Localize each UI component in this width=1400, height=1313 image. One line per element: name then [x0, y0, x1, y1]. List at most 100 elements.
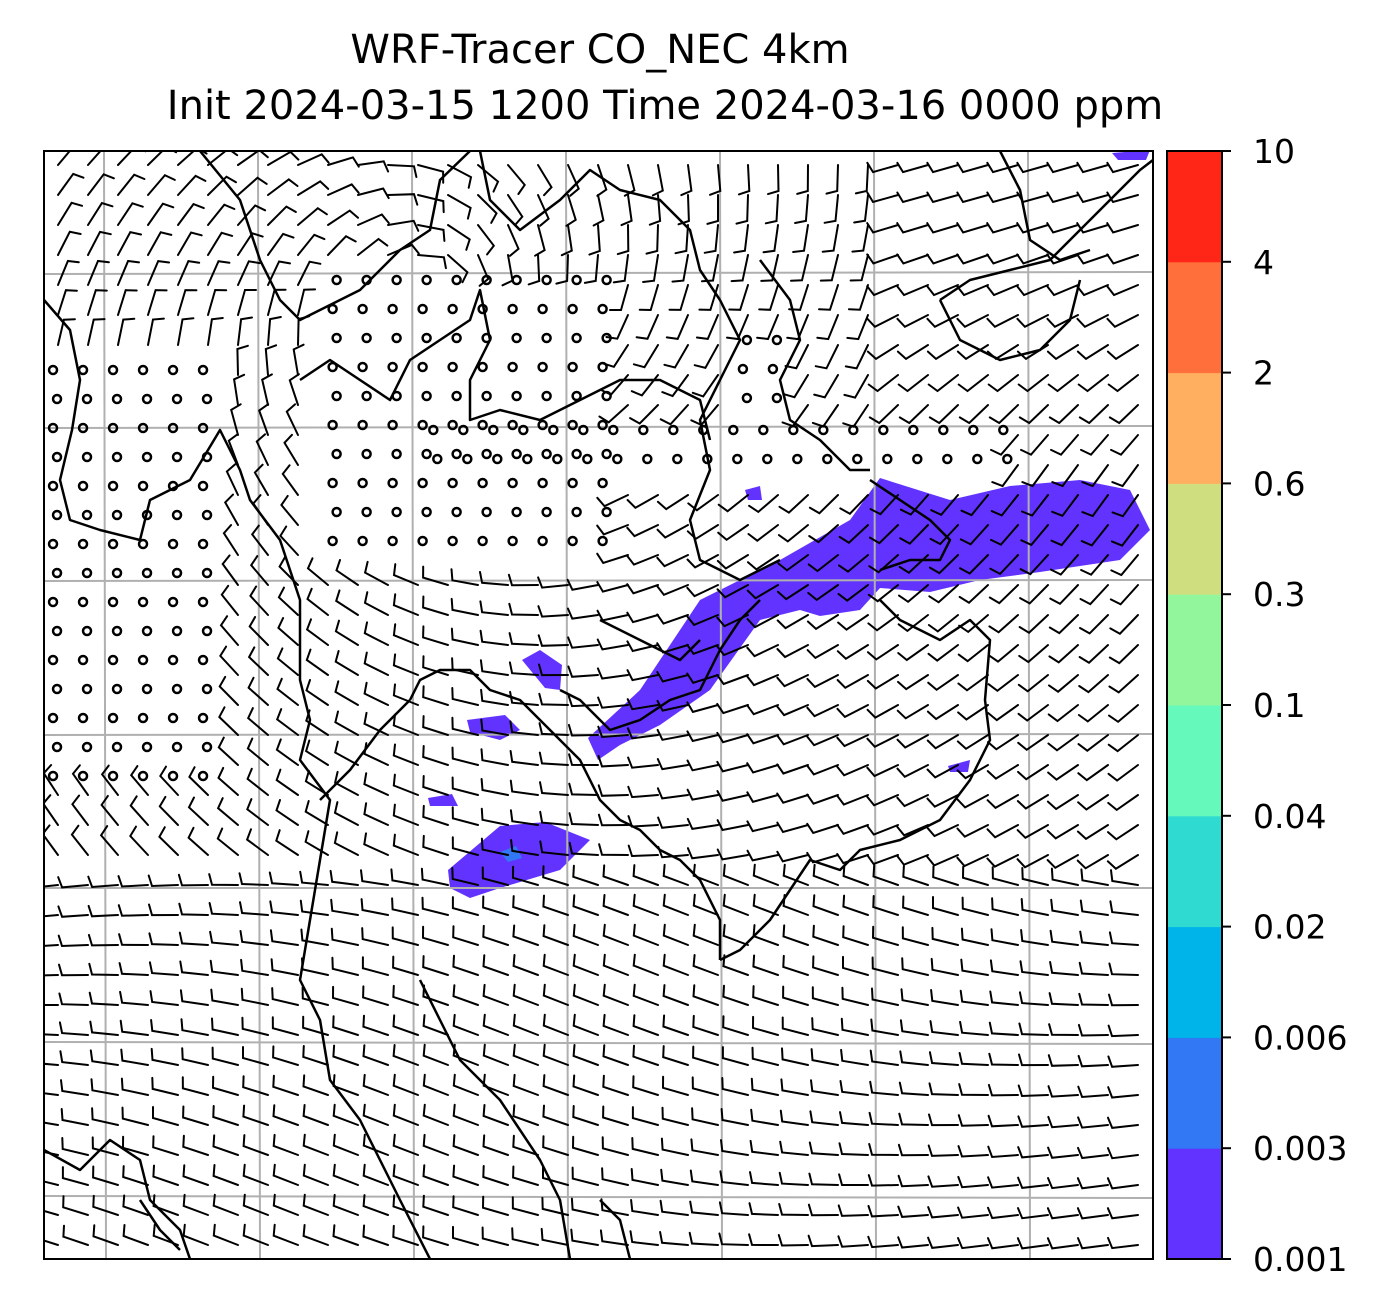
wind-barb	[692, 1014, 719, 1036]
wind-barb	[686, 788, 719, 801]
wind-barb	[237, 289, 257, 316]
wind-barb	[451, 746, 479, 766]
wind-barb	[806, 674, 839, 689]
calm-wind-circle	[201, 683, 213, 695]
wind-barb	[990, 524, 1019, 546]
wind-barb	[927, 644, 959, 662]
wind-barb	[781, 404, 809, 428]
wind-barb	[1078, 404, 1109, 425]
wind-barb	[57, 876, 89, 889]
wind-barb	[276, 677, 299, 706]
wind-barb	[363, 681, 389, 706]
calm-wind-circle	[912, 453, 923, 465]
wind-barb	[452, 1043, 479, 1066]
calm-wind-circle	[477, 361, 488, 373]
wind-barb	[452, 1013, 479, 1036]
wind-barb	[122, 1194, 149, 1216]
wind-barb	[1048, 674, 1079, 693]
wind-barb	[1017, 704, 1049, 722]
calm-wind-circle	[477, 419, 488, 431]
wind-barb	[847, 284, 869, 311]
wind-barb	[926, 854, 959, 867]
wind-barb	[837, 1204, 869, 1217]
wind-barb	[752, 954, 779, 976]
wind-barb	[930, 957, 959, 976]
wind-barb	[480, 688, 509, 706]
calm-wind-circle	[458, 424, 469, 436]
wind-barb	[1076, 314, 1109, 329]
wind-barb	[986, 222, 1019, 234]
wind-barb	[602, 894, 629, 916]
wind-barb	[511, 1196, 539, 1216]
wind-barb	[392, 984, 419, 1006]
calm-wind-circle	[481, 506, 492, 518]
wind-barb	[304, 739, 329, 766]
wind-barb	[812, 924, 839, 946]
wind-barb	[928, 1082, 959, 1096]
wind-barb	[926, 284, 959, 297]
calm-wind-circle	[998, 424, 1009, 436]
wind-barb	[60, 1079, 89, 1096]
wind-barb	[280, 494, 299, 526]
calm-wind-circle	[852, 453, 863, 465]
wind-barb	[851, 224, 869, 253]
wind-barb	[597, 754, 629, 768]
wind-barb	[867, 374, 899, 393]
wind-barb	[898, 584, 929, 604]
wind-barb	[501, 254, 514, 287]
wind-barb	[237, 260, 261, 286]
wind-barb	[987, 704, 1019, 722]
wind-barb	[422, 984, 449, 1006]
wind-barb	[662, 984, 689, 1006]
wind-barb	[147, 231, 173, 256]
wind-barb	[71, 764, 89, 796]
wind-barb	[927, 374, 959, 393]
wind-barb	[721, 1046, 749, 1066]
calm-wind-circle	[387, 535, 398, 547]
wind-barb	[44, 794, 59, 826]
wind-barb	[686, 759, 719, 772]
wind-barb	[511, 865, 539, 886]
wind-barb	[1077, 1237, 1109, 1250]
calm-wind-circle	[167, 712, 179, 724]
wind-barb	[1076, 854, 1109, 870]
wind-barb	[695, 314, 719, 340]
wind-barb	[896, 824, 929, 837]
wind-barb	[479, 571, 509, 586]
wind-barb	[267, 316, 282, 346]
colorbar-tick-label: 0.3	[1253, 575, 1305, 614]
calm-wind-circle	[81, 509, 93, 521]
wind-barb	[988, 1021, 1019, 1036]
wind-barb	[1046, 284, 1079, 297]
wind-barb	[391, 897, 419, 916]
wind-barb	[927, 1144, 959, 1157]
wind-barb	[1077, 1085, 1109, 1099]
wind-barb	[1049, 584, 1079, 606]
wind-barb	[868, 404, 899, 425]
wind-barb	[901, 926, 929, 946]
calm-wind-circle	[47, 712, 59, 724]
wind-barb	[451, 836, 479, 856]
wind-barb	[926, 161, 959, 174]
wind-barb	[1110, 869, 1139, 886]
wind-barb	[596, 609, 629, 622]
wind-barb	[656, 554, 689, 568]
wind-barb	[572, 1074, 599, 1096]
wind-barb	[451, 806, 479, 826]
calm-wind-circle	[737, 363, 749, 375]
wind-barb	[866, 794, 899, 807]
wind-barb	[450, 597, 479, 616]
calm-wind-circle	[327, 535, 338, 547]
calm-wind-circle	[571, 390, 582, 402]
calm-wind-circle	[938, 424, 949, 436]
wind-barb	[926, 764, 959, 779]
wind-barb	[692, 863, 719, 886]
wind-barb	[92, 1165, 119, 1186]
wind-barb	[1016, 191, 1049, 204]
wind-barb	[1016, 314, 1049, 329]
wind-barb	[482, 1043, 509, 1066]
calm-wind-circle	[597, 419, 608, 431]
calm-wind-circle	[511, 332, 522, 344]
wind-barb	[62, 1224, 89, 1246]
wind-barb	[630, 374, 659, 397]
